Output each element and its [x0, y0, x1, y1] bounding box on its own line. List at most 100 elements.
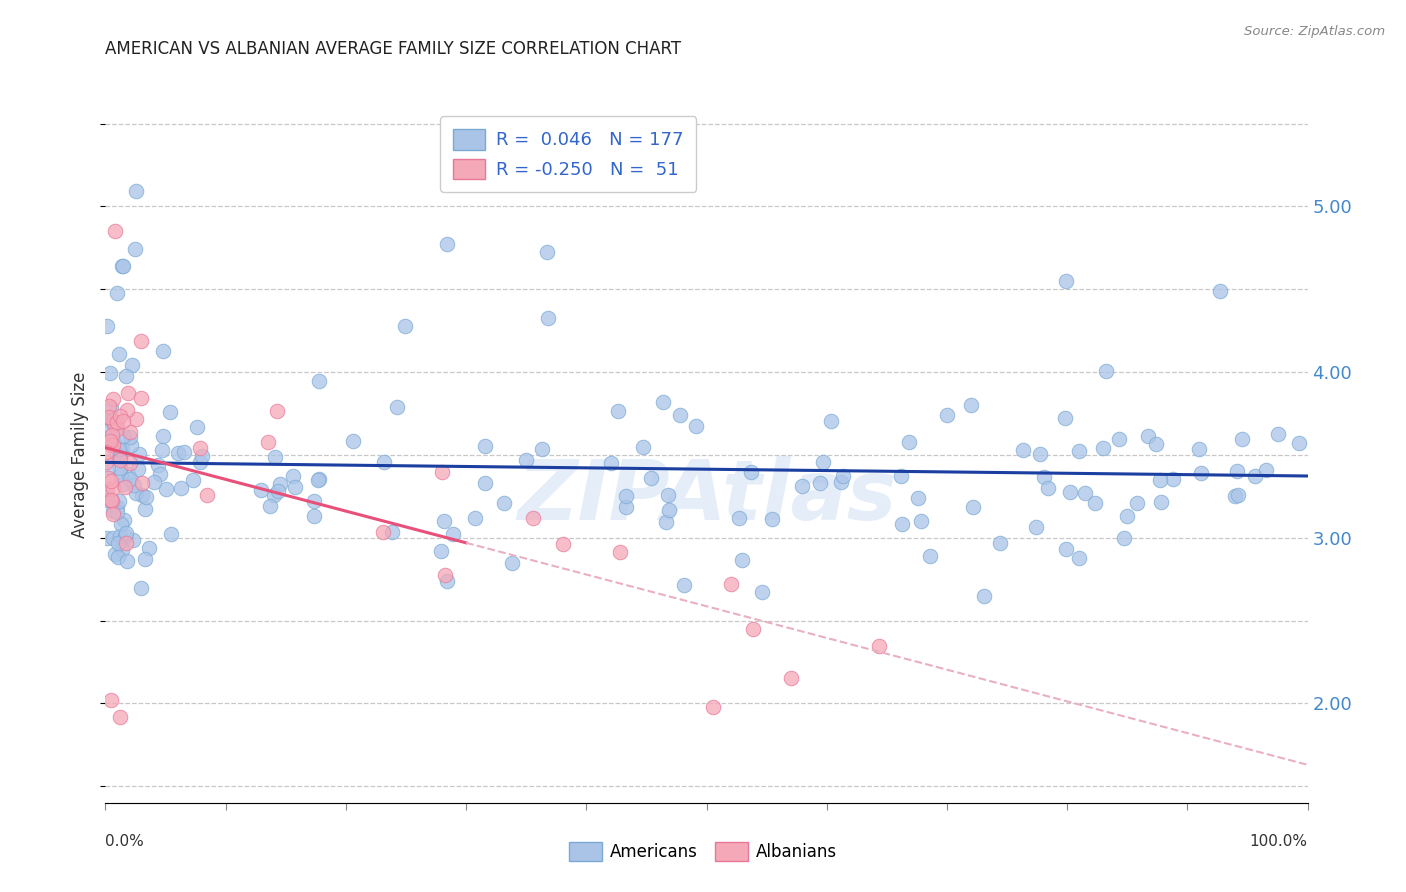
Point: [100, 475, 122, 489]
Point: [149, 467, 172, 481]
Point: [1150, 495, 1173, 509]
Y-axis label: Average Family Size: Average Family Size: [72, 372, 90, 538]
Point: [188, 455, 211, 469]
Point: [429, 544, 451, 558]
Point: [117, 403, 139, 417]
Point: [120, 437, 142, 451]
Point: [110, 516, 132, 531]
Point: [120, 472, 142, 486]
Point: [181, 473, 204, 487]
Point: [740, 466, 762, 480]
Point: [1267, 427, 1289, 442]
Point: [134, 502, 156, 516]
Point: [1054, 542, 1077, 557]
Point: [170, 481, 193, 495]
Point: [94, 455, 117, 469]
Point: [108, 529, 131, 543]
Point: [808, 475, 831, 490]
Point: [307, 473, 329, 487]
Point: [115, 525, 138, 540]
Point: [1288, 435, 1310, 450]
Point: [811, 455, 834, 469]
Point: [434, 568, 457, 582]
Point: [820, 414, 842, 428]
Point: [100, 428, 122, 442]
Point: [890, 516, 912, 531]
Point: [1011, 443, 1033, 458]
Point: [125, 485, 148, 500]
Point: [103, 481, 125, 495]
Point: [111, 259, 134, 273]
Point: [614, 489, 637, 503]
Point: [114, 529, 136, 543]
Point: [897, 435, 920, 450]
Point: [118, 430, 141, 444]
Point: [128, 447, 150, 461]
Point: [436, 574, 458, 589]
Point: [1054, 411, 1077, 425]
Point: [1067, 550, 1090, 565]
Point: [98, 399, 121, 413]
Point: [962, 500, 984, 515]
Point: [103, 547, 125, 561]
Point: [263, 488, 285, 502]
Point: [616, 500, 638, 514]
Point: [474, 439, 496, 453]
Point: [640, 471, 662, 485]
Point: [103, 434, 125, 449]
Point: [832, 469, 855, 483]
Point: [1032, 470, 1054, 484]
Point: [371, 524, 394, 539]
Text: 0.0%: 0.0%: [105, 834, 145, 849]
Point: [654, 515, 676, 529]
Point: [159, 527, 181, 541]
Point: [96, 482, 118, 496]
Point: [779, 671, 801, 685]
Point: [101, 508, 124, 522]
Point: [101, 438, 124, 452]
Point: [117, 467, 139, 481]
Point: [96, 424, 118, 438]
Point: [1149, 473, 1171, 487]
Point: [188, 442, 211, 456]
Text: Source: ZipAtlas.com: Source: ZipAtlas.com: [1244, 25, 1385, 38]
Point: [146, 458, 169, 473]
Point: [125, 411, 148, 425]
Point: [890, 469, 912, 483]
Point: [830, 475, 852, 490]
Point: [761, 512, 783, 526]
Point: [110, 468, 132, 483]
Point: [129, 582, 152, 596]
Point: [112, 513, 135, 527]
Point: [104, 420, 127, 434]
Point: [672, 578, 695, 592]
Point: [1144, 436, 1167, 450]
Point: [531, 442, 554, 456]
Point: [121, 533, 143, 547]
Point: [135, 490, 157, 504]
Point: [522, 510, 544, 524]
Point: [104, 224, 127, 238]
Text: ZIPAtlas: ZIPAtlas: [517, 456, 896, 537]
Legend: Americans, Albanians: Americans, Albanians: [562, 835, 844, 868]
Point: [114, 536, 136, 550]
Point: [103, 413, 125, 427]
Point: [98, 434, 121, 449]
Point: [152, 443, 174, 458]
Point: [124, 242, 146, 256]
Point: [441, 526, 464, 541]
Point: [1227, 487, 1250, 501]
Point: [373, 455, 395, 469]
Point: [101, 532, 124, 546]
Point: [97, 413, 120, 427]
Point: [105, 447, 128, 461]
Point: [191, 450, 214, 464]
Point: [97, 460, 120, 475]
Point: [302, 508, 325, 523]
Point: [112, 428, 135, 442]
Point: [920, 549, 942, 563]
Point: [394, 318, 416, 333]
Point: [101, 392, 124, 406]
Point: [269, 476, 291, 491]
Point: [1226, 464, 1249, 478]
